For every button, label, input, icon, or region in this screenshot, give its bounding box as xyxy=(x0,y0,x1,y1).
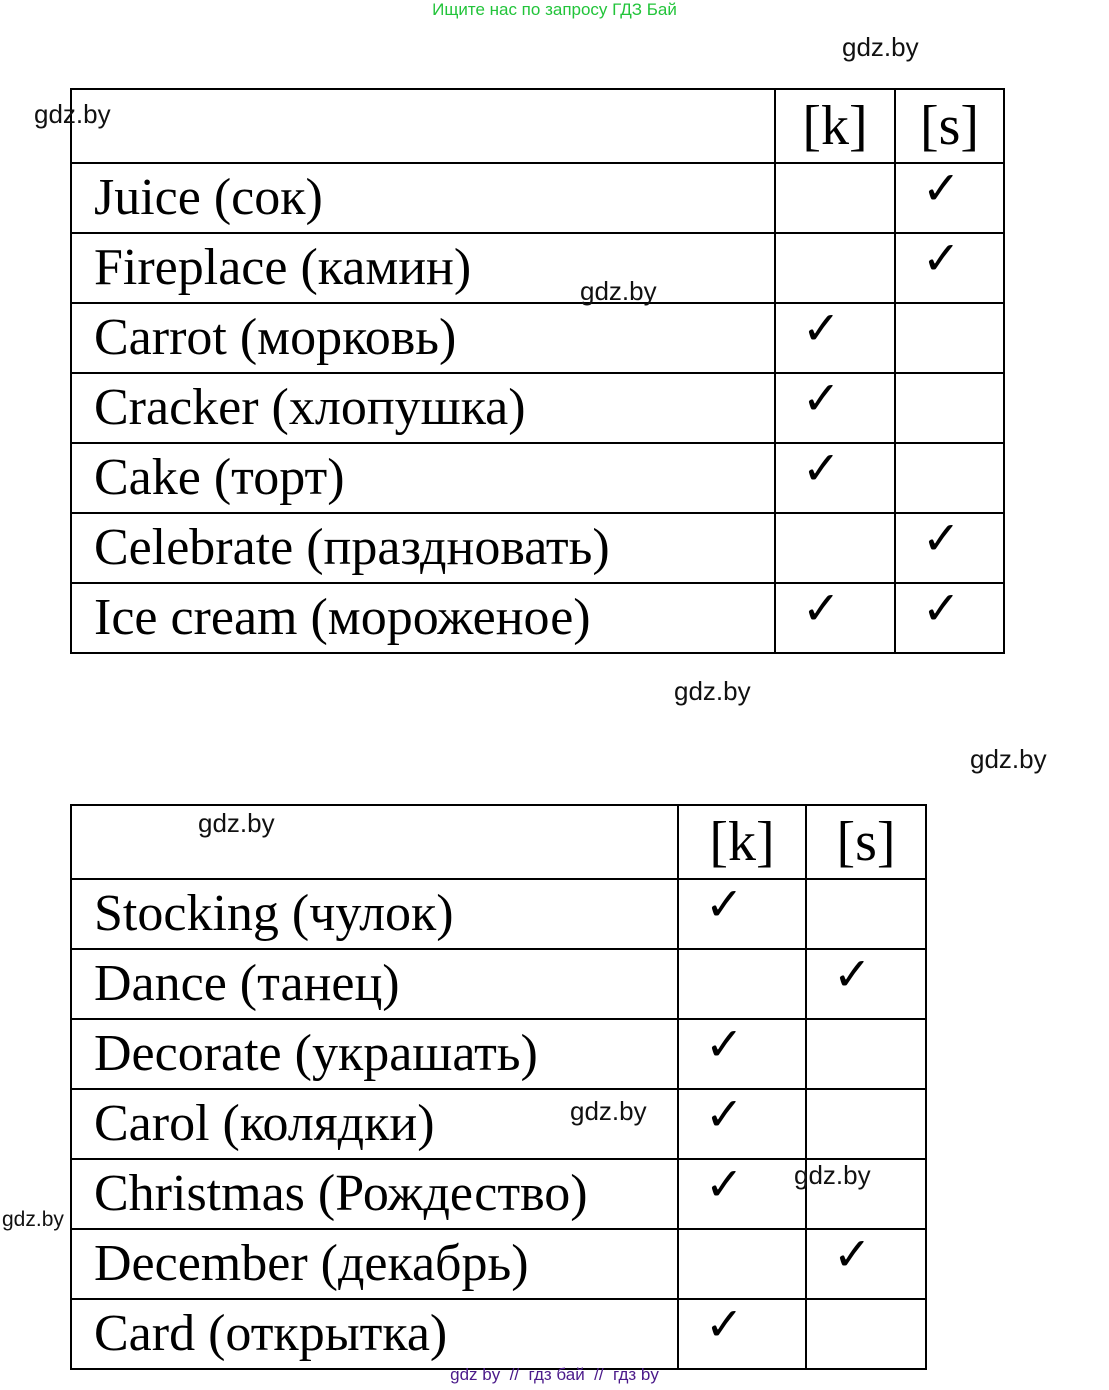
k-cell xyxy=(677,1228,807,1300)
table-row: Cracker (хлопушка) ✓ xyxy=(70,372,1005,444)
word-cell: December (декабрь) xyxy=(70,1228,679,1300)
word-cell: Cracker (хлопушка) xyxy=(70,372,776,444)
table-row: Card (открытка) ✓ xyxy=(70,1298,927,1370)
footer-links: gdz by // гдз бай // гдз by xyxy=(450,1365,659,1384)
checkmark-icon: ✓ xyxy=(705,879,744,930)
search-hint: Ищите нас по запросу ГДЗ Бай xyxy=(432,0,677,19)
watermark: gdz.by xyxy=(842,32,919,62)
header-blank xyxy=(70,804,679,880)
header-row: [k] [s] xyxy=(70,88,1005,164)
s-cell: ✓ xyxy=(805,1228,927,1300)
checkmark-icon: ✓ xyxy=(833,1229,872,1280)
word-cell: Stocking (чулок) xyxy=(70,878,679,950)
k-cell: ✓ xyxy=(774,582,896,654)
s-cell: ✓ xyxy=(894,162,1005,234)
word-cell: Christmas (Рождество) xyxy=(70,1158,679,1230)
checkmark-icon: ✓ xyxy=(705,1019,744,1070)
table-row: Christmas (Рождество) ✓ xyxy=(70,1158,927,1230)
k-cell: ✓ xyxy=(677,878,807,950)
word-cell: Cake (торт) xyxy=(70,442,776,514)
watermark: gdz.by xyxy=(198,808,275,838)
table-row: Juice (сок) ✓ xyxy=(70,162,1005,234)
checkmark-icon: ✓ xyxy=(802,583,841,634)
table-row: Cake (торт) ✓ xyxy=(70,442,1005,514)
k-cell xyxy=(774,232,896,304)
word-cell: Celebrate (праздновать) xyxy=(70,512,776,584)
header-row: [k] [s] xyxy=(70,804,927,880)
watermark: gdz.by xyxy=(570,1096,647,1126)
k-cell xyxy=(774,162,896,234)
s-cell xyxy=(894,442,1005,514)
k-cell: ✓ xyxy=(774,302,896,374)
table-row: Carrot (морковь) ✓ xyxy=(70,302,1005,374)
k-cell: ✓ xyxy=(677,1088,807,1160)
word-cell: Juice (сок) xyxy=(70,162,776,234)
s-cell xyxy=(805,1158,927,1230)
s-cell: ✓ xyxy=(894,512,1005,584)
table-row: Ice cream (мороженое) ✓ ✓ xyxy=(70,582,1005,654)
k-cell: ✓ xyxy=(677,1018,807,1090)
header-k: [k] xyxy=(677,804,807,880)
checkmark-icon: ✓ xyxy=(705,1299,744,1350)
word-cell: Carol (колядки) xyxy=(70,1088,679,1160)
checkmark-icon: ✓ xyxy=(922,583,961,634)
table-row: Celebrate (праздновать) ✓ xyxy=(70,512,1005,584)
checkmark-icon: ✓ xyxy=(802,303,841,354)
header-s: [s] xyxy=(805,804,927,880)
table-row: Decorate (украшать) ✓ xyxy=(70,1018,927,1090)
word-cell: Card (открытка) xyxy=(70,1298,679,1370)
checkmark-icon: ✓ xyxy=(922,163,961,214)
watermark: gdz.by xyxy=(674,676,751,706)
k-cell xyxy=(774,512,896,584)
checkmark-icon: ✓ xyxy=(705,1089,744,1140)
checkmark-icon: ✓ xyxy=(802,373,841,424)
s-cell: ✓ xyxy=(894,582,1005,654)
header-k: [k] xyxy=(774,88,896,164)
watermark: gdz.by xyxy=(34,99,111,129)
k-cell: ✓ xyxy=(677,1298,807,1370)
header-blank xyxy=(70,88,776,164)
word-cell: Ice cream (мороженое) xyxy=(70,582,776,654)
s-cell xyxy=(805,1018,927,1090)
word-cell: Carrot (морковь) xyxy=(70,302,776,374)
s-cell: ✓ xyxy=(894,232,1005,304)
header-s: [s] xyxy=(894,88,1005,164)
k-cell xyxy=(677,948,807,1020)
table-row: Stocking (чулок) ✓ xyxy=(70,878,927,950)
checkmark-icon: ✓ xyxy=(922,513,961,564)
watermark: gdz.by xyxy=(970,744,1047,774)
word-cell: Fireplace (камин) xyxy=(70,232,776,304)
s-cell: ✓ xyxy=(805,948,927,1020)
s-cell xyxy=(805,1088,927,1160)
word-cell: Decorate (украшать) xyxy=(70,1018,679,1090)
s-cell xyxy=(894,302,1005,374)
checkmark-icon: ✓ xyxy=(922,233,961,284)
k-cell: ✓ xyxy=(774,372,896,444)
table-row: Carol (колядки) ✓ xyxy=(70,1088,927,1160)
watermark: gdz.by xyxy=(2,1208,64,1231)
checkmark-icon: ✓ xyxy=(833,949,872,1000)
word-cell: Dance (танец) xyxy=(70,948,679,1020)
k-cell: ✓ xyxy=(677,1158,807,1230)
watermark: gdz.by xyxy=(580,276,657,306)
table-row: December (декабрь) ✓ xyxy=(70,1228,927,1300)
checkmark-icon: ✓ xyxy=(705,1159,744,1210)
checkmark-icon: ✓ xyxy=(802,443,841,494)
sound-table-1: [k] [s] Juice (сок) ✓ Fireplace (камин) ✓ Carr… xyxy=(70,88,1005,654)
watermark: gdz.by xyxy=(794,1160,871,1190)
sound-table-2: [k] [s] Stocking (чулок) ✓ Dance (танец) ✓ Dec… xyxy=(70,804,927,1370)
s-cell xyxy=(894,372,1005,444)
s-cell xyxy=(805,878,927,950)
table-row: Fireplace (камин) ✓ xyxy=(70,232,1005,304)
s-cell xyxy=(805,1298,927,1370)
k-cell: ✓ xyxy=(774,442,896,514)
table-row: Dance (танец) ✓ xyxy=(70,948,927,1020)
